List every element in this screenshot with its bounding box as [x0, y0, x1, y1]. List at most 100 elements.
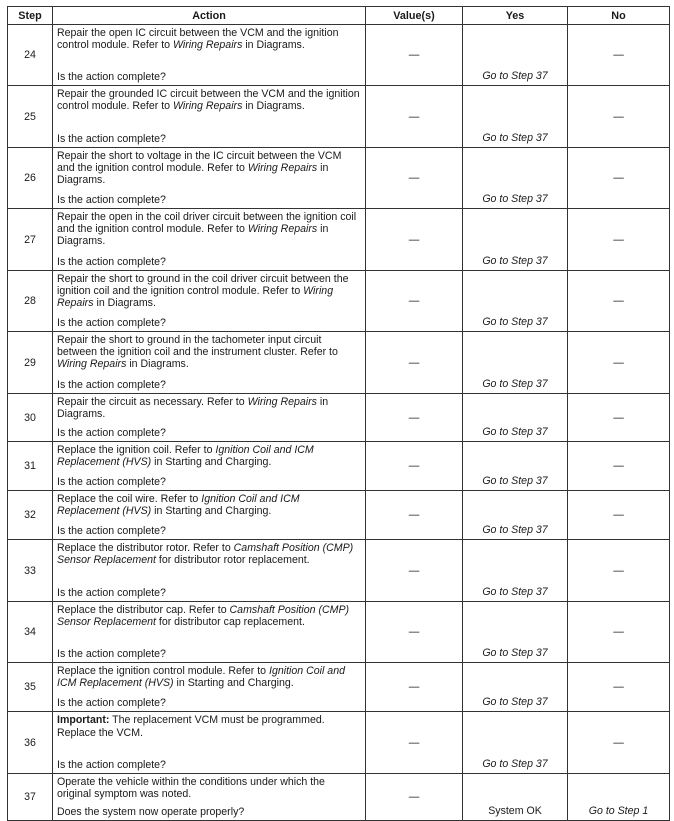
yes-result: Go to Step 37: [482, 586, 548, 598]
yes-result: Go to Step 37: [482, 378, 548, 390]
step-number: 31: [7, 441, 53, 491]
no-cell: —: [567, 539, 670, 602]
step-number: 33: [7, 539, 53, 602]
action-cell: Repair the short to voltage in the IC ci…: [52, 147, 366, 209]
action-text: for distributor rotor replacement.: [155, 554, 310, 566]
action-instructions: Repair the short to ground in the tachom…: [57, 334, 362, 371]
action-text: Repair the short to ground in the coil d…: [57, 273, 349, 297]
no-result: —: [613, 564, 624, 577]
no-result: —: [613, 736, 624, 749]
reference-link[interactable]: Camshaft Position (CMP) Sensor Replaceme…: [57, 604, 350, 628]
action-content: Replace the ignition control module. Ref…: [53, 663, 365, 711]
action-question: Is the action complete?: [57, 133, 166, 145]
value-cell: —: [365, 539, 463, 602]
value-cell: —: [365, 441, 463, 491]
no-result: —: [613, 233, 624, 246]
no-cell: Go to Step 1: [567, 773, 670, 821]
no-cell: —: [567, 393, 670, 442]
reference-link[interactable]: Wiring Repairs: [57, 285, 334, 309]
reference-link[interactable]: Wiring Repairs: [173, 100, 243, 112]
table-row: 28 Repair the short to ground in the coil…: [7, 270, 670, 332]
table-row: 31 Replace the ignition coil. Refer to Ig…: [7, 441, 670, 491]
reference-link[interactable]: Ignition Coil and ICM Replacement (HVS): [57, 665, 345, 689]
step-number: 37: [7, 773, 53, 821]
action-cell: Repair the short to ground in the tachom…: [52, 331, 366, 394]
table-row: 30 Repair the circuit as necessary. Refer…: [7, 393, 670, 442]
action-content: Repair the circuit as necessary. Refer t…: [53, 394, 365, 441]
action-text: Repair the grounded IC circuit between t…: [57, 88, 360, 112]
reference-link[interactable]: Ignition Coil and ICM Replacement (HVS): [57, 493, 300, 517]
header-action: Action: [52, 6, 366, 25]
action-content: Repair the short to ground in the coil d…: [53, 271, 365, 331]
reference-link[interactable]: Wiring Repairs: [247, 396, 317, 408]
action-instructions: Repair the short to voltage in the IC ci…: [57, 150, 362, 187]
reference-link[interactable]: Wiring Repairs: [247, 223, 318, 235]
action-text: Operate the vehicle within the condition…: [57, 776, 325, 800]
value-cell: —: [365, 662, 463, 712]
action-question: Is the action complete?: [57, 194, 166, 206]
no-cell: —: [567, 270, 670, 332]
action-cell: Replace the distributor rotor. Refer to …: [52, 539, 366, 602]
yes-cell: Go to Step 37: [462, 270, 568, 332]
action-question: Is the action complete?: [57, 379, 166, 391]
yes-cell: Go to Step 37: [462, 147, 568, 209]
yes-cell: System OK: [462, 773, 568, 821]
table-row: 35 Replace the ignition control module. R…: [7, 662, 670, 712]
action-text: in Diagrams.: [93, 297, 156, 309]
yes-result: Go to Step 37: [482, 426, 548, 438]
action-instructions: Operate the vehicle within the condition…: [57, 776, 362, 801]
value-cell: —: [365, 147, 463, 209]
no-result: —: [613, 509, 624, 521]
action-content: Repair the grounded IC circuit between t…: [53, 86, 365, 147]
action-text: in Starting and Charging.: [151, 456, 272, 468]
value-cell: —: [365, 24, 463, 86]
action-content: Replace the coil wire. Refer to Ignition…: [53, 491, 365, 539]
action-content: Repair the open in the coil driver circu…: [53, 209, 365, 270]
action-paragraph: Replace the distributor cap. Refer to Ca…: [57, 604, 362, 628]
table-row: 34 Replace the distributor cap. Refer to …: [7, 601, 670, 663]
action-text: in Diagrams.: [57, 223, 329, 247]
reference-link[interactable]: Wiring Repairs: [247, 162, 318, 174]
no-result: —: [613, 411, 624, 424]
value-cell: —: [365, 393, 463, 442]
action-cell: Replace the ignition coil. Refer to Igni…: [52, 441, 366, 491]
step-number: 32: [7, 490, 53, 540]
yes-cell: Go to Step 37: [462, 208, 568, 271]
action-content: Repair the short to voltage in the IC ci…: [53, 148, 365, 208]
reference-link[interactable]: Wiring Repairs: [173, 39, 243, 51]
reference-link[interactable]: Ignition Coil and ICM Replacement (HVS): [57, 444, 314, 468]
action-cell: Repair the open in the coil driver circu…: [52, 208, 366, 271]
action-cell: Replace the coil wire. Refer to Ignition…: [52, 490, 366, 540]
yes-cell: Go to Step 37: [462, 331, 568, 394]
no-result: —: [613, 460, 624, 472]
reference-link[interactable]: Camshaft Position (CMP) Sensor Replaceme…: [57, 542, 354, 566]
yes-cell: Go to Step 37: [462, 662, 568, 712]
action-paragraph: Repair the grounded IC circuit between t…: [57, 88, 362, 112]
reference-link[interactable]: Wiring Repairs: [57, 358, 127, 370]
no-cell: —: [567, 601, 670, 663]
action-cell: Repair the short to ground in the coil d…: [52, 270, 366, 332]
yes-result: Go to Step 37: [482, 647, 548, 659]
action-text: in Diagrams.: [242, 39, 305, 51]
action-cell: Repair the grounded IC circuit between t…: [52, 85, 366, 148]
action-text: Replace the coil wire. Refer to: [57, 493, 202, 505]
action-cell: Operate the vehicle within the condition…: [52, 773, 366, 821]
yes-result: System OK: [488, 805, 542, 817]
action-cell: Repair the circuit as necessary. Refer t…: [52, 393, 366, 442]
no-cell: —: [567, 711, 670, 774]
action-instructions: Repair the circuit as necessary. Refer t…: [57, 396, 362, 421]
step-number: 27: [7, 208, 53, 271]
diagnostic-table: Step Action Value(s) Yes No 24 Repair the…: [7, 6, 670, 821]
action-content: Repair the short to ground in the tachom…: [53, 332, 365, 393]
yes-result: Go to Step 37: [482, 758, 548, 770]
value-cell: —: [365, 85, 463, 148]
action-text: The replacement VCM must be programmed.: [109, 714, 325, 726]
yes-result: Go to Step 37: [482, 70, 548, 82]
action-text: Repair the short to voltage in the IC ci…: [57, 150, 342, 174]
action-instructions: Replace the coil wire. Refer to Ignition…: [57, 493, 362, 518]
yes-cell: Go to Step 37: [462, 711, 568, 774]
action-paragraph: Important: The replacement VCM must be p…: [57, 714, 362, 726]
yes-cell: Go to Step 37: [462, 539, 568, 602]
table-row: 36 Important: The replacement VCM must be…: [7, 711, 670, 774]
action-paragraph: Repair the short to ground in the tachom…: [57, 334, 362, 370]
